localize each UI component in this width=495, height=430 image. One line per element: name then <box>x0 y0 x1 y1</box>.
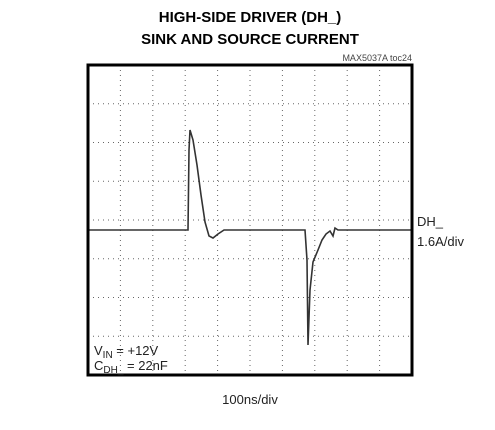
title-line: HIGH-SIDE DRIVER (DH_) <box>159 9 342 26</box>
symbol: C <box>94 358 103 373</box>
subscript: IN <box>103 350 113 361</box>
channel-name: DH_ <box>417 214 444 229</box>
title-line: SINK AND SOURCE CURRENT <box>141 31 359 48</box>
condition-value: = +12V <box>113 343 159 358</box>
waveform <box>88 129 412 346</box>
figure-id: MAX5037A toc24 <box>342 53 412 63</box>
plot-frame <box>86 63 414 377</box>
condition: VIN = +12V <box>94 343 159 361</box>
symbol: V <box>94 343 103 358</box>
timebase: 100ns/div <box>222 392 278 407</box>
condition: CDH_ = 22nF <box>94 358 168 376</box>
grid <box>88 65 412 375</box>
condition-value: = 22nF <box>123 358 168 373</box>
channel-scale: 1.6A/div <box>417 234 464 249</box>
subscript: DH_ <box>103 365 123 376</box>
